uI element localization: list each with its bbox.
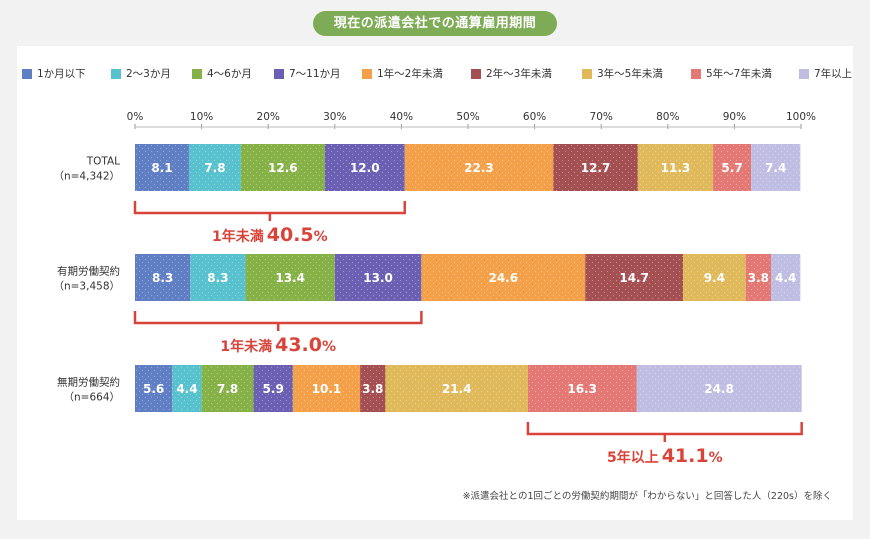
footnote: ※派遣会社との1回ごとの労働契約期間が「わからない」と回答した人（220s）を除… [462,491,832,502]
data-label: 7.8 [204,161,225,175]
bar-segment [553,144,638,191]
data-label: 13.4 [275,271,305,285]
data-label: 12.6 [268,161,298,175]
bar-segment [771,254,801,301]
x-tick-label: 100% [786,111,816,123]
bar-segment [135,144,189,191]
x-tick-label: 0% [127,111,144,123]
x-tick-label: 40% [390,111,413,123]
legend-label: 1年〜2年未満 [377,68,443,80]
data-label: 12.0 [350,161,380,175]
x-tick-label: 90% [723,111,746,123]
legend-label: 7〜11か月 [289,68,341,80]
data-label: 5.7 [721,161,742,175]
bar-segment [527,365,637,412]
bar-segment [188,144,241,191]
legend-swatch [691,69,701,79]
legend-swatch [799,69,809,79]
bar-segment [636,365,802,412]
data-label: 8.3 [152,271,173,285]
data-label: 21.4 [442,382,472,396]
x-tick-label: 50% [456,111,479,123]
data-label: 5.6 [143,382,164,396]
legend-label: 1か月以下 [37,68,86,80]
bar-segment [334,254,422,301]
data-label: 5.9 [263,382,284,396]
legend-label: 4〜6か月 [207,68,252,80]
legend-label: 7年以上 [814,68,853,80]
legend-label: 2年〜3年未満 [486,68,552,80]
x-tick-label: 70% [590,111,613,123]
bar-segment [253,365,293,412]
row-sample-size: （n=4,342） [53,171,120,183]
bar-segment [637,144,714,191]
data-label: 13.0 [363,271,393,285]
x-tick-label: 20% [257,111,280,123]
annotation-label: 1年未満 43.0% [220,334,336,356]
legend-swatch [471,69,481,79]
data-label: 14.7 [619,271,649,285]
data-label: 7.4 [765,161,786,175]
bar-segment [751,144,801,191]
data-label: 7.8 [217,382,238,396]
data-label: 11.3 [661,161,691,175]
legend-swatch [274,69,284,79]
chart-title: 現在の派遣会社での通算雇用期間 [313,11,557,36]
data-label: 12.7 [581,161,611,175]
data-label: 24.8 [704,382,734,396]
annotation-label: 5年以上 41.1% [607,445,723,467]
annotation-label: 1年未満 40.5% [212,224,328,246]
bar-segment [421,254,586,301]
bar-segment [745,254,772,301]
row-label: 無期労働契約 [57,376,120,389]
x-tick-label: 10% [190,111,213,123]
data-label: 10.1 [312,382,342,396]
bar-segment [135,254,191,301]
legend-swatch [22,69,32,79]
bar-segment [404,144,554,191]
row-sample-size: （n=3,458） [53,281,120,293]
x-tick-label: 80% [656,111,679,123]
x-tick-label: 60% [523,111,546,123]
data-label: 8.1 [151,161,172,175]
annotation-bracket [133,311,423,325]
row-label: 有期労働契約 [57,265,120,278]
legend-swatch [582,69,592,79]
bar-segment [385,365,528,412]
legend-label: 5年〜7年未満 [706,68,772,80]
bar-segment [713,144,752,191]
data-label: 16.3 [567,382,597,396]
legend-swatch [111,69,121,79]
row-label: TOTAL [86,156,120,168]
bar-segment [201,365,254,412]
legend-label: 3年〜5年未満 [597,68,663,80]
data-label: 22.3 [464,161,494,175]
data-label: 3.8 [362,382,383,396]
data-label: 8.3 [207,271,228,285]
bar-segment [324,144,405,191]
annotation-bracket [133,201,406,215]
legend-swatch [192,69,202,79]
data-label: 3.8 [748,271,769,285]
data-label: 9.4 [704,271,725,285]
bar-segment [360,365,386,412]
annotation-bracket [526,422,803,436]
data-label: 4.4 [176,382,197,396]
bar-segment [240,144,325,191]
row-sample-size: （n=664） [64,392,121,404]
bar-segment [245,254,335,301]
bar-segment [172,365,202,412]
bar-segment [292,365,361,412]
data-label: 4.4 [775,271,796,285]
legend-label: 2〜3か月 [126,68,171,80]
legend-swatch [362,69,372,79]
bar-segment [190,254,246,301]
bar-segment [135,365,173,412]
bar-segment [683,254,746,301]
x-tick-label: 30% [323,111,346,123]
bar-segment [585,254,684,301]
data-label: 24.6 [488,271,518,285]
